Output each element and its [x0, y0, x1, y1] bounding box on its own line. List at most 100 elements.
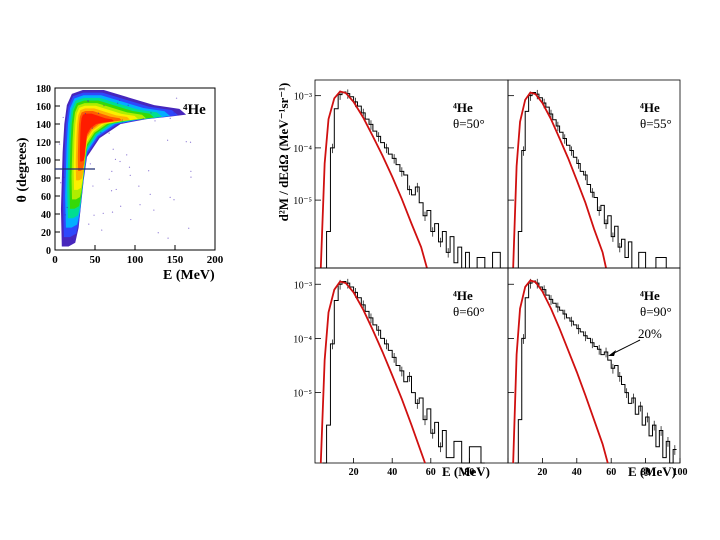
heatmap-fringe-point — [167, 238, 168, 239]
heatmap-fringe-point — [188, 228, 189, 229]
spectrum-angle-label: θ=50° — [453, 116, 485, 131]
heatmap-fringe-point — [190, 177, 191, 178]
spectra-panels: 10⁻³10⁻⁴10⁻⁵⁴Heθ=50°⁴Heθ=55°10⁻³10⁻⁴10⁻⁵… — [293, 80, 687, 478]
heatmap-fringe-point — [130, 175, 131, 176]
heatmap-fringe-point — [60, 182, 61, 183]
spectrum-x-tick-label: 60 — [606, 467, 616, 478]
spectrum-panel-3: 10⁻³ 10⁻⁴ 10⁻⁵ 20 40 60 80 ⁴Heθ=60° — [293, 268, 508, 478]
heatmap-y-axis-label: θ (degrees) — [15, 137, 30, 202]
heatmap-x-tick-label: 100 — [127, 254, 144, 266]
heatmap-fringe-point — [85, 113, 86, 114]
heatmap-fringe-point — [88, 100, 89, 101]
heatmap-fringe-point — [190, 142, 191, 143]
heatmap-fringe-point — [122, 122, 123, 123]
heatmap-fringe-point — [103, 105, 104, 106]
heatmap-fringe-point — [109, 133, 110, 134]
spectrum-frame — [315, 80, 508, 268]
spectrum-angle-label: θ=55° — [640, 116, 672, 131]
heatmap-fringe-point — [111, 190, 112, 191]
spectrum-frame — [315, 268, 508, 463]
figure: 0 50 100 150 200 020406080100120140160180 ⁴H… — [0, 0, 720, 540]
heatmap-fringe-point — [150, 112, 151, 113]
spectra-chart: d²M / dEdΩ (MeV⁻¹sr⁻¹) 10⁻³10⁻⁴10⁻⁵⁴Heθ=… — [276, 80, 688, 479]
heatmap-fringe-point — [173, 112, 174, 113]
heatmap-fringe-point — [130, 219, 131, 220]
spectrum-y-tick-label: 10⁻⁴ — [293, 334, 312, 345]
heatmap-y-tick-label: 160 — [36, 102, 51, 113]
heatmap-x-tick-label: 50 — [90, 254, 102, 266]
spectrum-panel-1: 10⁻³ 10⁻⁴ 10⁻⁵ ⁴Heθ=50° — [293, 80, 508, 268]
heatmap-y-tick-label: 100 — [36, 156, 51, 167]
heatmap-y-tick-label: 80 — [41, 174, 51, 185]
heatmap-fringe-point — [115, 159, 116, 160]
spectra-y-axis-label: d²M / dEdΩ (MeV⁻¹sr⁻¹) — [276, 83, 291, 222]
spectrum-x-tick-label: 20 — [537, 467, 547, 478]
heatmap-fringe-point — [116, 189, 117, 190]
heatmap-fringe-point — [154, 120, 155, 121]
spectrum-x-tick-label: 40 — [572, 467, 582, 478]
heatmap-fringe-point — [101, 229, 102, 230]
spectrum-y-tick-label: 10⁻⁵ — [293, 389, 312, 400]
heatmap-fringe-point — [103, 213, 104, 214]
heatmap-fringe-point — [63, 117, 64, 118]
heatmap-x-tick-label: 200 — [207, 254, 224, 266]
spectra-x-axis-label-right: E (MeV) — [628, 464, 676, 479]
heatmap-fringe-point — [139, 204, 140, 205]
heatmap-fringe-point — [173, 199, 174, 200]
heatmap-fringe-point — [112, 212, 113, 213]
heatmap-fringe-point — [150, 194, 151, 195]
heatmap-chart: 0 50 100 150 200 020406080100120140160180 ⁴H… — [15, 84, 224, 283]
spectrum-angle-label: θ=90° — [640, 304, 672, 319]
spectrum-y-tick-label: 10⁻³ — [294, 92, 312, 103]
heatmap-fringe-point — [92, 185, 93, 186]
heatmap-y-ticks: 0 20 40 60 80 100 120 140 160 180 — [36, 84, 60, 257]
heatmap-fringe-point — [176, 98, 177, 99]
spectrum-panel-2: ⁴Heθ=55° — [508, 80, 680, 268]
spectrum-panel-4: 20 40 60 80 100 ⁴Heθ=90° 20% — [508, 268, 688, 478]
heatmap-fringe-point — [128, 105, 129, 106]
heatmap-fringe-point — [190, 171, 191, 172]
heatmap-fringe-point — [117, 103, 118, 104]
spectrum-particle-label: ⁴He — [640, 100, 660, 115]
heatmap-fringe-point — [88, 224, 89, 225]
heatmap-fringe-point — [92, 128, 93, 129]
heatmap-x-axis-label: E (MeV) — [163, 268, 215, 283]
heatmap-fringe-point — [170, 197, 171, 198]
heatmap-fringe-point — [186, 141, 187, 142]
heatmap-fringe-point — [120, 206, 121, 207]
spectrum-annotation-arrow — [612, 340, 640, 354]
heatmap-fringe-point — [93, 215, 94, 216]
heatmap-x-tick-label: 0 — [52, 254, 58, 266]
heatmap-fringe-point — [158, 232, 159, 233]
heatmap-y-tick-label: 20 — [41, 228, 51, 239]
spectrum-x-tick-label: 40 — [387, 467, 397, 478]
heatmap-y-tick-label: 60 — [41, 192, 51, 203]
heatmap-fringe-point — [98, 113, 99, 114]
heatmap-fringe-point — [167, 140, 168, 141]
heatmap-fringe-point — [148, 170, 149, 171]
heatmap-fringe-point — [170, 118, 171, 119]
heatmap-y-tick-label: 40 — [41, 210, 51, 221]
heatmap-fringe-point — [119, 161, 120, 162]
heatmap-fringe-point — [143, 118, 144, 119]
spectrum-y-tick-label: 10⁻³ — [294, 280, 312, 291]
heatmap-fringe-point — [63, 177, 64, 178]
heatmap-x-ticks: 0 50 100 150 200 — [52, 245, 224, 266]
heatmap-fringe-point — [90, 163, 91, 164]
spectrum-model-curve — [513, 93, 606, 268]
heatmap-fringe-point — [153, 209, 154, 210]
heatmap-particle-label: ⁴He — [183, 102, 206, 118]
spectrum-model-curve — [513, 280, 608, 463]
spectrum-particle-label: ⁴He — [453, 288, 473, 303]
heatmap-fringe-point — [111, 171, 112, 172]
spectra-x-axis-label-left: E (MeV) — [442, 464, 490, 479]
heatmap-y-tick-label: 0 — [46, 246, 51, 257]
heatmap-fringe-point — [72, 238, 73, 239]
heatmap-fringe-point — [138, 186, 139, 187]
heatmap-fringe-point — [65, 214, 66, 215]
spectrum-annotation-arrowhead — [608, 350, 616, 356]
heatmap-fringe-point — [113, 149, 114, 150]
spectrum-y-tick-label: 10⁻⁵ — [293, 196, 312, 207]
spectrum-particle-label: ⁴He — [640, 288, 660, 303]
spectrum-x-tick-label: 20 — [349, 467, 359, 478]
